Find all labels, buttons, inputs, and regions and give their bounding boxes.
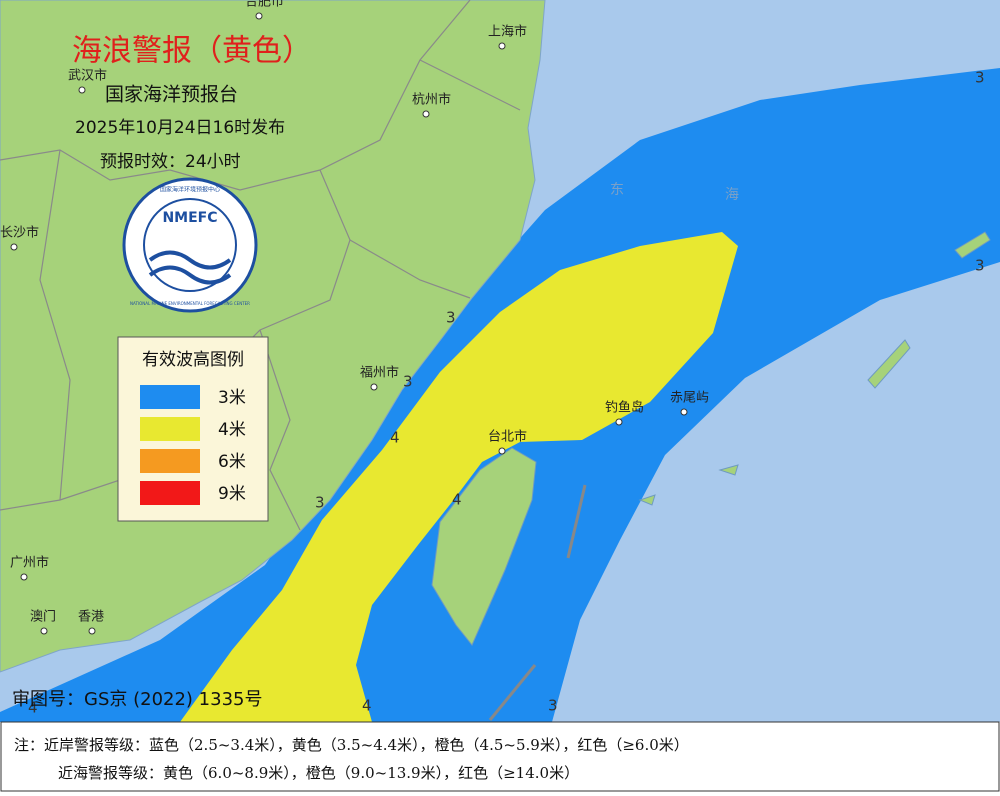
island <box>638 494 656 506</box>
place-label: 台北市 <box>488 429 527 445</box>
island <box>954 231 991 259</box>
contour-label: 3 <box>446 309 456 327</box>
island <box>718 464 739 476</box>
legend-swatch <box>140 449 200 473</box>
contour-label: 3 <box>975 69 985 87</box>
footnote-line: 注：近岸警报等级：蓝色（2.5~3.4米），黄色（3.5~4.4米），橙色（4.… <box>14 736 689 754</box>
japan-islands <box>638 231 991 506</box>
legend-title: 有效波高图例 <box>142 350 244 370</box>
border <box>259 329 301 531</box>
yellow-zone <box>180 232 738 722</box>
province-borders <box>0 0 521 531</box>
logo-cn: 国家海洋环境预报中心 <box>160 186 220 194</box>
place-label: 合肥市 <box>245 0 284 10</box>
logo: NMEFC 国家海洋环境预报中心 NATIONAL MARINE ENVIRON… <box>122 177 258 313</box>
place-dot <box>255 12 263 20</box>
border <box>39 149 71 501</box>
place-dot <box>680 408 688 416</box>
place-label: 香港 <box>78 610 104 625</box>
footnote-box <box>0 721 1000 792</box>
place-label: 赤尾屿 <box>670 391 709 406</box>
place-dot <box>10 243 18 251</box>
place-label: 福州市 <box>360 365 399 381</box>
validity: 预报时效：24小时 <box>100 152 241 172</box>
logo-waves <box>148 250 232 285</box>
legend-label: 4米 <box>218 420 246 440</box>
legend-items: 3米 4米 6米 9米 <box>140 385 246 505</box>
place-dot <box>498 447 506 455</box>
border <box>349 239 471 299</box>
place-label: 长沙市 <box>0 225 39 241</box>
place-dot <box>498 42 506 50</box>
place-dot <box>88 627 96 635</box>
title: 海浪警报（黄色） <box>72 34 312 69</box>
contour-label: 3 <box>315 494 325 512</box>
fault-line <box>566 484 587 559</box>
legend-label: 9米 <box>218 484 246 504</box>
place-label: 上海市 <box>488 24 527 40</box>
place-dot <box>422 110 430 118</box>
legend-swatch <box>140 385 200 409</box>
contour-label: 4 <box>452 491 462 509</box>
contour-label: 3 <box>975 257 985 275</box>
logo-en: NATIONAL MARINE ENVIRONMENTAL FORECASTIN… <box>130 301 250 306</box>
place-dot <box>78 86 86 94</box>
contour-label: 3 <box>548 697 558 715</box>
fault-line <box>488 664 537 721</box>
legend-swatch <box>140 481 200 505</box>
place-label: 武汉市 <box>68 68 107 84</box>
sea-label: 东 <box>610 182 624 198</box>
place-label: 钓鱼岛 <box>605 400 644 416</box>
border <box>0 0 471 191</box>
contour-label: 4 <box>28 699 38 717</box>
place-label: 广州市 <box>10 555 49 571</box>
sea-label: 海 <box>725 187 739 203</box>
footnote-line: 近海警报等级：黄色（6.0~8.9米），橙色（9.0~13.9米），红色（≥14… <box>58 764 579 782</box>
place-label: 澳门 <box>30 609 56 625</box>
map-approval: 审图号：GS京 (2022) 1335号 <box>12 689 262 710</box>
island <box>867 339 911 389</box>
contour-label: 4 <box>390 429 400 447</box>
legend-swatch <box>140 417 200 441</box>
issue-time: 2025年10月24日16时发布 <box>75 118 285 138</box>
contour-label: 3 <box>403 373 413 391</box>
place-label: 杭州市 <box>412 92 451 108</box>
place-dot <box>615 418 623 426</box>
legend-label: 3米 <box>218 388 246 408</box>
place-dot <box>20 573 28 581</box>
contour-label: 4 <box>362 697 372 715</box>
logo-abbr: NMEFC <box>162 210 217 226</box>
issuer: 国家海洋预报台 <box>105 84 238 106</box>
taiwan <box>431 447 537 646</box>
legend-label: 6米 <box>218 452 246 472</box>
place-dot <box>370 383 378 391</box>
place-dot <box>40 627 48 635</box>
border <box>419 59 521 111</box>
